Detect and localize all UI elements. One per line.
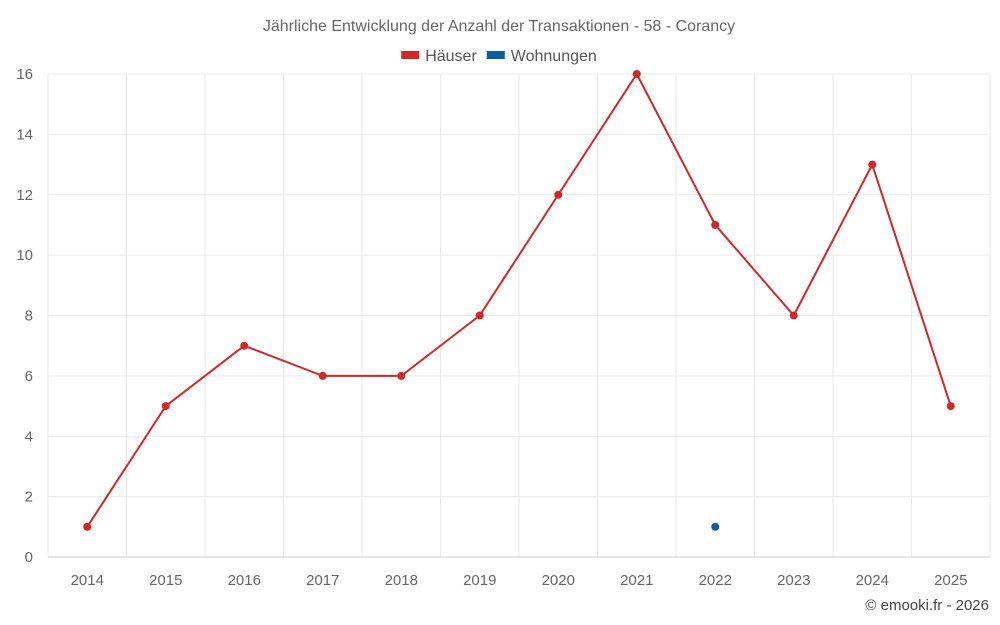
copyright-credit: © emooki.fr - 2026 [865,597,989,614]
y-tick-label: 2 [25,489,33,506]
x-tick-label: 2019 [463,572,496,589]
y-tick-label: 14 [16,126,33,143]
data-point-1-2022[interactable] [711,522,720,531]
y-tick-label: 6 [25,368,33,385]
legend-swatch-1[interactable] [486,51,505,59]
data-point-0-2020[interactable] [554,190,563,199]
grid-lines [47,73,991,557]
y-tick-label: 4 [25,428,33,445]
chart-title: Jährliche Entwicklung der Anzahl der Tra… [263,18,735,35]
series-layer [83,70,955,531]
y-tick-label: 0 [25,549,33,566]
x-tick-label: 2022 [699,572,732,589]
y-tick-label: 12 [16,187,33,204]
data-point-0-2025[interactable] [946,402,955,411]
data-point-0-2014[interactable] [83,522,92,531]
x-tick-label: 2021 [620,572,653,589]
data-point-0-2022[interactable] [711,220,720,229]
x-tick-label: 2025 [934,572,967,589]
x-tick-label: 2014 [71,572,104,589]
x-tick-label: 2018 [385,572,418,589]
series-line-0 [86,73,952,528]
data-point-0-2017[interactable] [318,371,327,380]
data-point-0-2016[interactable] [240,341,249,350]
legend-swatch-0[interactable] [401,51,420,59]
x-tick-label: 2017 [306,572,339,589]
x-tick-label: 2023 [777,572,810,589]
data-point-0-2015[interactable] [161,402,170,411]
axes: 0 2 4 6 8 10 12 14 16 2014 2015 2016 2017 2018 2019 202… [16,66,990,589]
x-tick-label: 2015 [149,572,182,589]
data-point-0-2024[interactable] [868,160,877,169]
y-tick-label: 10 [16,247,33,264]
legend-label-0: Häuser [425,48,477,65]
legend-label-1: Wohnungen [511,48,597,65]
y-tick-label: 16 [16,66,33,83]
data-point-0-2023[interactable] [789,311,798,320]
data-point-0-2021[interactable] [632,70,641,78]
y-tick-label: 8 [25,308,33,325]
x-tick-label: 2024 [856,572,889,589]
legend: Häuser Wohnungen [401,48,597,65]
data-point-0-2018[interactable] [397,371,406,380]
x-tick-label: 2016 [228,572,261,589]
data-point-0-2019[interactable] [475,311,484,320]
x-tick-label: 2020 [542,572,575,589]
